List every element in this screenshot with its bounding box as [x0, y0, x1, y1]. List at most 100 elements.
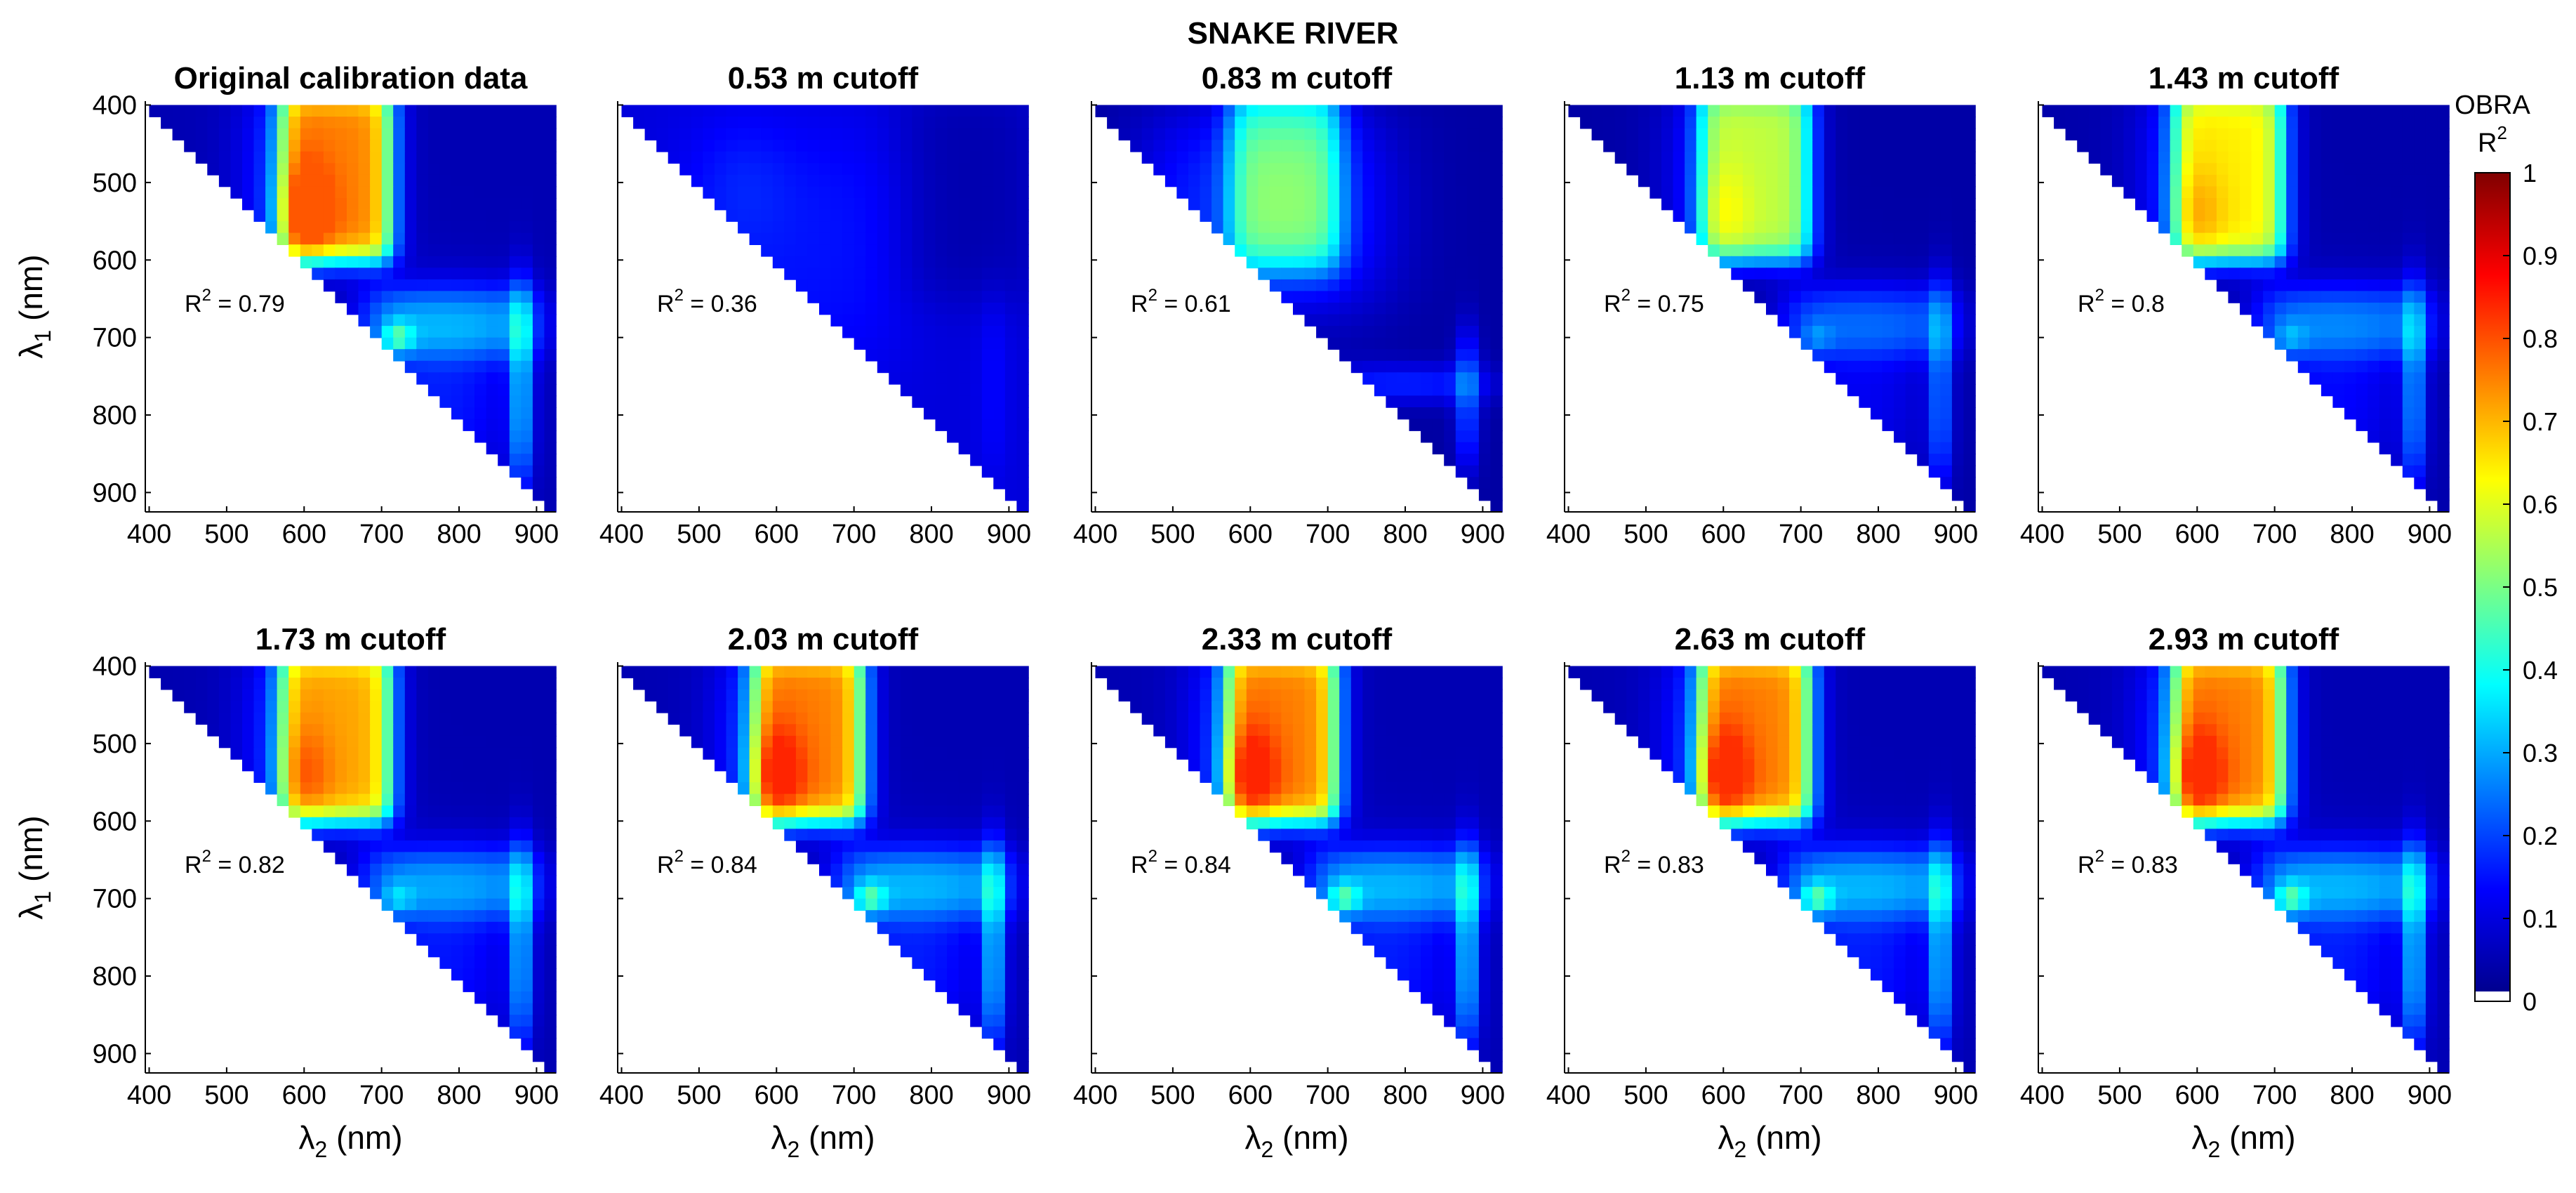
heatmap-cell: [1350, 759, 1364, 772]
heatmap-cell: [1719, 256, 1732, 269]
heatmap-cell: [335, 163, 347, 176]
heatmap-cell: [509, 991, 522, 1004]
heatmap-cell: [1327, 186, 1341, 199]
heatmap-cell: [253, 689, 266, 701]
heatmap-cell: [912, 852, 924, 864]
heatmap-cell: [2321, 268, 2334, 280]
heatmap-cell: [900, 864, 913, 876]
heatmap-cell: [521, 430, 533, 443]
heatmap-cell: [312, 198, 324, 211]
heatmap-cell: [970, 701, 983, 713]
heatmap-cell: [1316, 326, 1329, 338]
heatmap-cell: [439, 864, 452, 876]
heatmap-cell: [218, 174, 232, 187]
heatmap-cell: [924, 840, 936, 853]
heatmap-cell: [2368, 383, 2380, 397]
heatmap-cell: [451, 701, 464, 713]
heatmap-cell: [1016, 875, 1029, 888]
heatmap-cell: [1847, 163, 1860, 176]
heatmap-cell: [691, 701, 704, 713]
heatmap-cell: [381, 151, 394, 164]
heatmap-cell: [347, 117, 359, 129]
heatmap-cell: [865, 712, 878, 725]
heatmap-cell: [1421, 782, 1433, 795]
heatmap-cell: [1246, 724, 1259, 737]
heatmap-cell: [854, 198, 867, 211]
heatmap-cell: [2158, 209, 2171, 222]
heatmap-cell: [2309, 372, 2322, 385]
heatmap-cell: [474, 944, 487, 958]
panel-title: 0.53 m cutoff: [728, 61, 919, 95]
heatmap-cell: [1812, 140, 1825, 152]
heatmap-cell: [335, 793, 347, 806]
heatmap-cell: [924, 256, 936, 269]
heatmap-cell: [749, 747, 762, 760]
heatmap-cell: [463, 244, 475, 257]
heatmap-cell: [509, 805, 522, 818]
heatmap-cell: [498, 759, 510, 772]
heatmap-cell: [1258, 105, 1270, 117]
heatmap-cell: [230, 105, 243, 117]
heatmap-cell: [463, 418, 475, 431]
heatmap-cell: [486, 186, 499, 199]
heatmap-cell: [889, 151, 901, 164]
heatmap-cell: [1835, 105, 1848, 117]
heatmap-cell: [2391, 163, 2403, 176]
heatmap-cell: [1754, 117, 1767, 129]
heatmap-cell: [2437, 337, 2450, 350]
heatmap-cell: [1176, 151, 1189, 164]
heatmap-cell: [854, 793, 867, 806]
heatmap-cell: [370, 221, 383, 234]
heatmap-cell: [935, 279, 948, 292]
heatmap-cell: [1153, 689, 1166, 701]
heatmap-cell: [2286, 140, 2299, 152]
heatmap-cell: [1188, 689, 1201, 701]
heatmap-cell: [1800, 256, 1814, 269]
heatmap-cell: [1409, 678, 1421, 690]
heatmap-cell: [981, 163, 995, 176]
heatmap-cell: [1421, 140, 1433, 152]
heatmap-cell: [381, 898, 394, 911]
heatmap-cell: [1293, 140, 1306, 152]
heatmap-cell: [300, 198, 313, 211]
r2-value: = 0.84: [684, 852, 757, 878]
heatmap-cell: [1258, 666, 1270, 678]
heatmap-cell: [242, 198, 255, 211]
heatmap-cell: [865, 291, 878, 303]
heatmap-cell: [521, 232, 533, 245]
heatmap-cell: [1455, 163, 1468, 176]
heatmap-cell: [370, 689, 383, 701]
heatmap-cell: [2135, 117, 2148, 129]
heatmap-cell: [2368, 256, 2380, 269]
heatmap-cell: [1859, 221, 1871, 234]
heatmap-cell: [2263, 232, 2276, 245]
heatmap-cell: [451, 128, 464, 140]
heatmap-cell: [521, 291, 533, 303]
heatmap-cell: [1871, 360, 1883, 374]
heatmap-cell: [463, 864, 475, 876]
heatmap-cell: [993, 465, 1006, 478]
heatmap-cell: [451, 689, 464, 701]
heatmap-cell: [2402, 140, 2415, 152]
heatmap-cell: [358, 140, 371, 152]
heatmap-cell: [1200, 770, 1212, 783]
heatmap-cell: [1130, 678, 1143, 690]
heatmap-cell: [2228, 128, 2240, 140]
heatmap-cell: [1847, 256, 1860, 269]
heatmap-cell: [1350, 151, 1364, 164]
heatmap-cell: [2425, 209, 2438, 222]
x-tick-label: 500: [1624, 520, 1668, 549]
heatmap-cell: [335, 291, 347, 303]
heatmap-cell: [1455, 232, 1468, 245]
heatmap-cell: [970, 968, 983, 981]
heatmap-cell: [463, 956, 475, 969]
heatmap-cell: [427, 314, 441, 327]
heatmap-cell: [2402, 360, 2415, 374]
heatmap-cell: [486, 944, 499, 958]
heatmap-cell: [772, 128, 785, 140]
heatmap-cell: [1004, 782, 1018, 795]
heatmap-cell: [195, 666, 208, 678]
heatmap-cell: [1281, 151, 1294, 164]
heatmap-cell: [335, 279, 347, 292]
heatmap-cell: [474, 105, 487, 117]
